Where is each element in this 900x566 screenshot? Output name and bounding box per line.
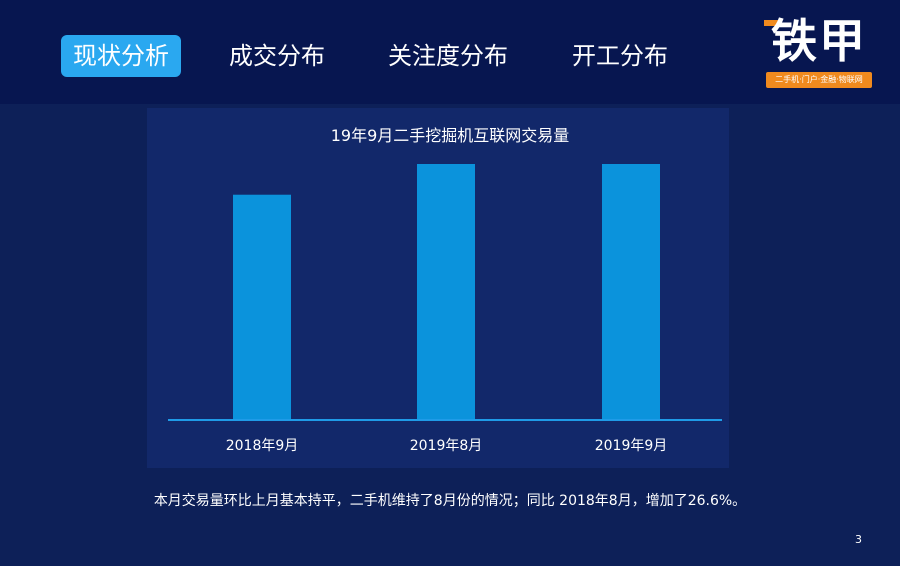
page-number: 3	[855, 533, 862, 546]
logo-tagline: 二手机·门户·金融·物联网	[766, 72, 872, 88]
chart-caption: 本月交易量环比上月基本持平，二手机维持了8月份的情况；同比 2018年8月，增加…	[153, 493, 747, 509]
tab-status-analysis[interactable]: 现状分析	[61, 35, 181, 77]
bar-3	[602, 164, 660, 420]
brand-logo: 铁甲 二手机·门户·金融·物联网	[764, 12, 874, 92]
x-tick-label-1: 2018年9月	[226, 438, 299, 454]
tab-attention-distribution[interactable]: 关注度分布	[388, 42, 508, 70]
logo-accent-icon	[764, 20, 778, 26]
tab-deal-distribution[interactable]: 成交分布	[229, 42, 325, 70]
tab-operation-distribution[interactable]: 开工分布	[572, 42, 668, 70]
bar-1	[233, 194, 291, 420]
header-bar: 现状分析 成交分布 关注度分布 开工分布 铁甲 二手机·门户·金融·物联网	[0, 0, 900, 104]
bar-2	[417, 164, 475, 420]
logo-text: 铁甲	[771, 14, 867, 68]
chart-title: 19年9月二手挖掘机互联网交易量	[330, 126, 570, 145]
x-tick-label-3: 2019年9月	[595, 438, 668, 454]
x-tick-label-2: 2019年8月	[410, 438, 483, 454]
